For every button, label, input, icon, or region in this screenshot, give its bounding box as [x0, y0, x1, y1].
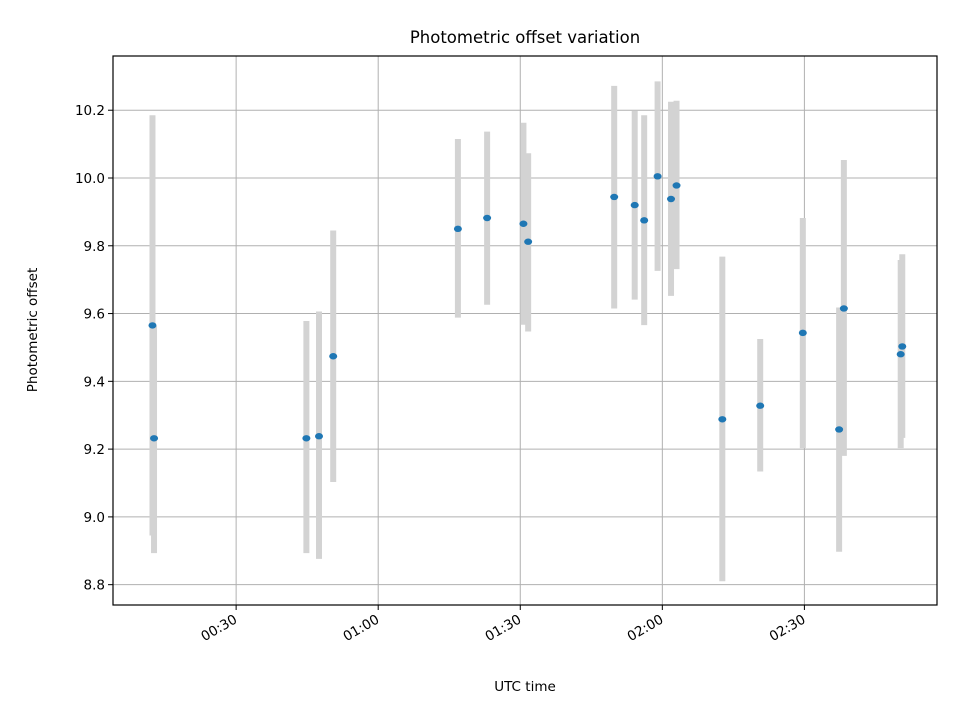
data-point	[839, 305, 848, 312]
data-point	[148, 322, 157, 329]
data-points	[148, 173, 907, 442]
data-point	[483, 214, 492, 222]
data-point	[653, 173, 662, 180]
data-point	[630, 201, 639, 209]
data-point	[798, 329, 807, 337]
y-tick-label: 9.8	[84, 239, 105, 255]
plot-frame	[112, 55, 938, 606]
y-tick-label: 9.6	[84, 307, 105, 323]
data-point	[896, 351, 905, 358]
data-point	[718, 416, 727, 423]
chart-title: Photometric offset variation	[410, 28, 640, 47]
data-point	[329, 353, 338, 360]
data-point	[835, 426, 844, 433]
y-tick-label: 10.0	[75, 171, 105, 187]
x-axis-label: UTC time	[494, 679, 556, 695]
y-tick-label: 8.8	[84, 578, 105, 594]
data-point	[315, 433, 323, 440]
y-axis-label: Photometric offset	[25, 268, 41, 392]
y-tick-label: 10.2	[75, 103, 105, 119]
data-point	[756, 402, 765, 409]
data-point	[898, 343, 907, 350]
data-point	[519, 220, 528, 227]
data-point	[524, 238, 533, 245]
data-point	[610, 193, 619, 201]
data-point	[302, 435, 311, 442]
data-point	[667, 195, 676, 203]
data-point	[640, 217, 649, 224]
y-tick-label: 9.4	[84, 374, 105, 390]
data-point	[672, 182, 681, 189]
y-tick-label: 9.2	[84, 442, 105, 458]
y-axis-ticks: 8.8 9.0 9.2 9.4 9.6 9.8 10.0 10.2	[75, 103, 113, 594]
data-point	[453, 225, 462, 233]
y-tick-label: 9.0	[84, 510, 105, 526]
data-point	[150, 435, 159, 442]
